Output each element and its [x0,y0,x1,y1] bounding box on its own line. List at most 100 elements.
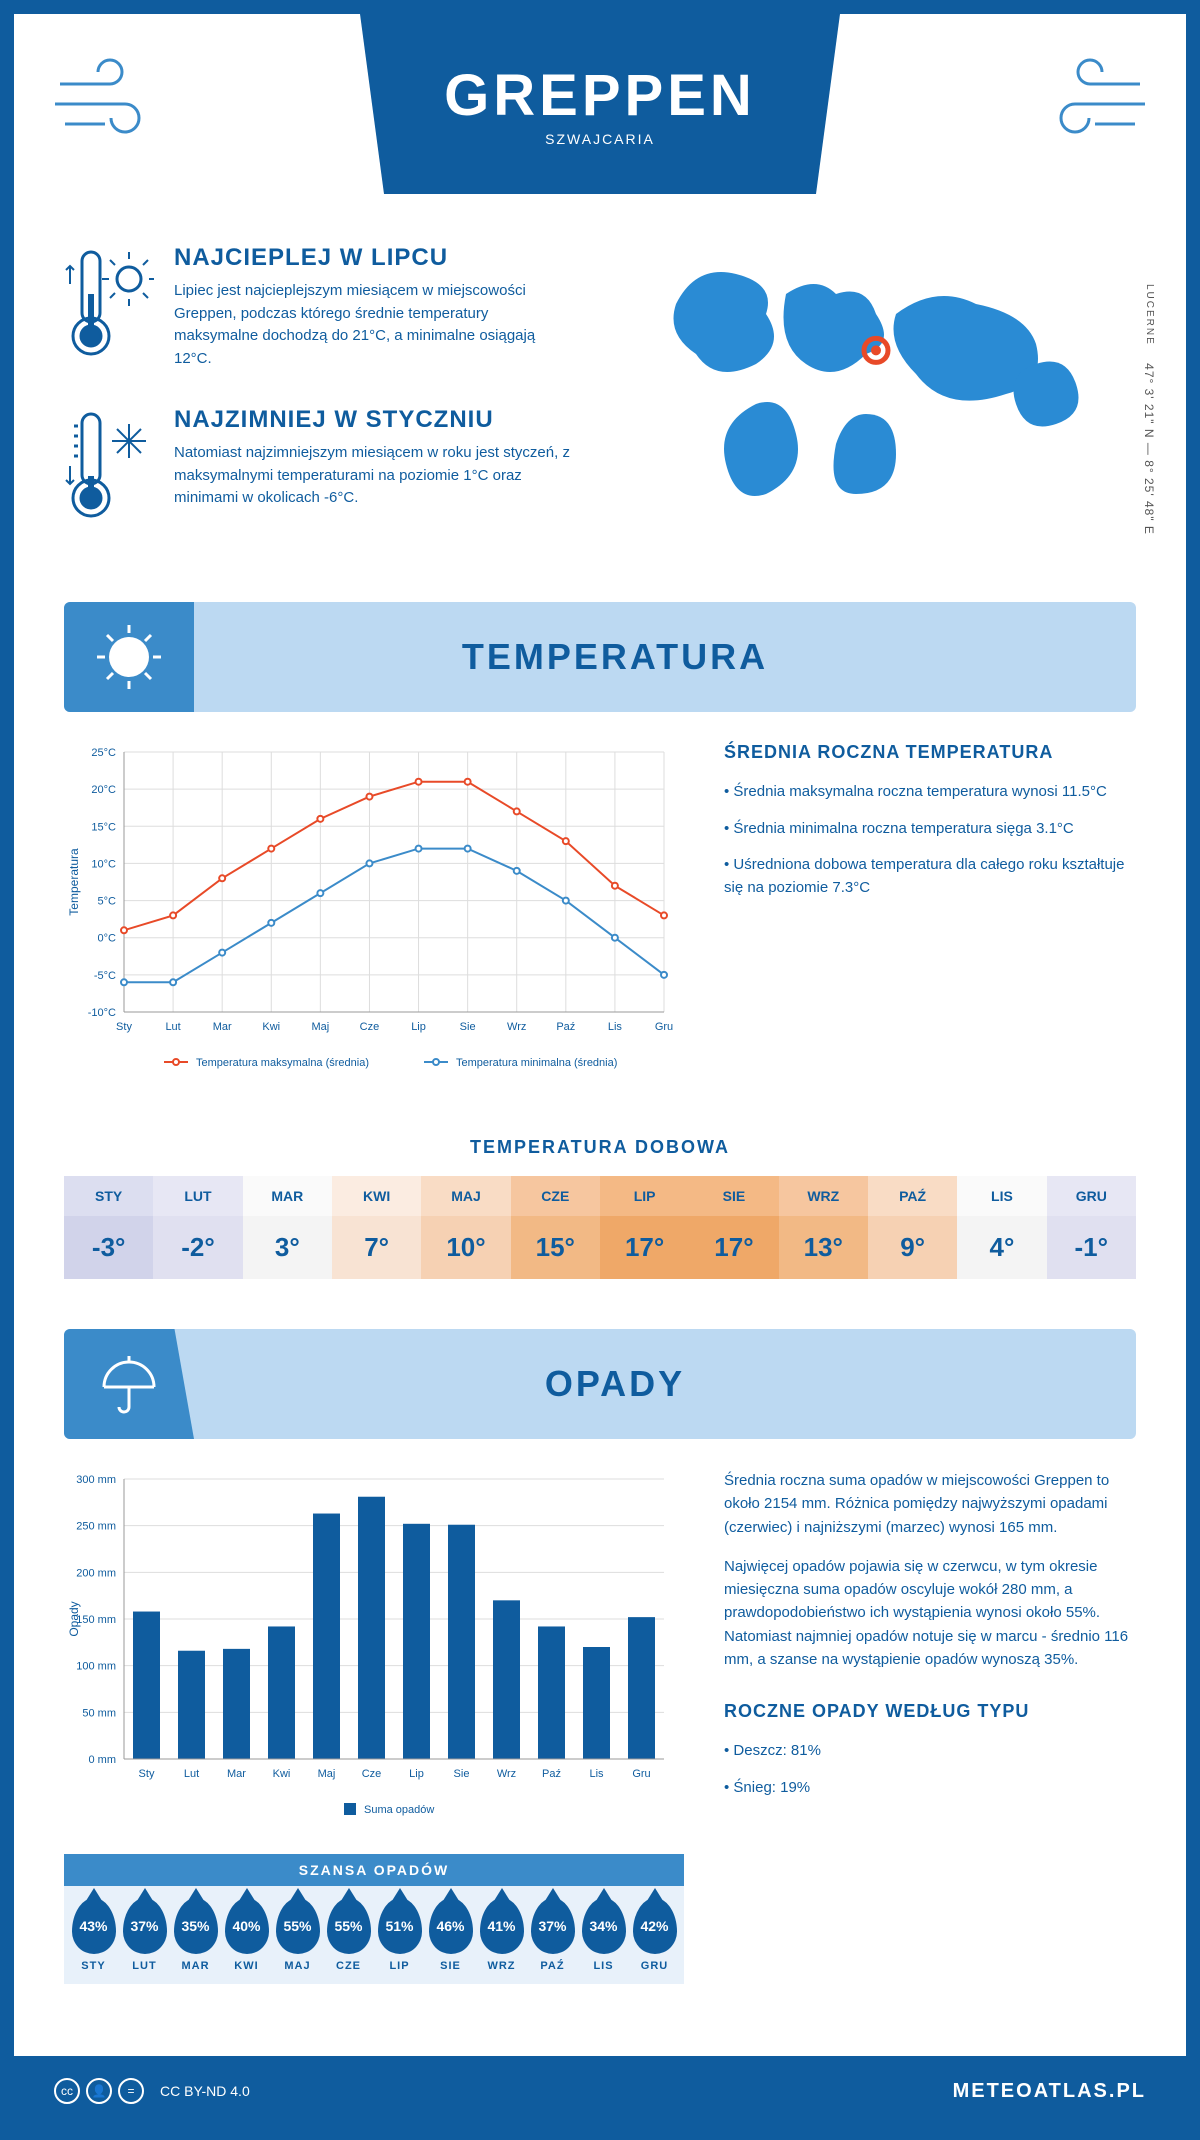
temp-table-value: 17° [689,1216,778,1279]
page-title: GREPPEN [444,62,756,129]
svg-text:Paź: Paź [542,1768,561,1780]
chance-month: MAJ [272,1960,323,1972]
svg-text:Temperatura: Temperatura [67,848,81,916]
temp-table-month: STY [64,1176,153,1216]
chance-cell: 43% STY [68,1898,119,1972]
chance-cell: 55% MAJ [272,1898,323,1972]
svg-text:Suma opadów: Suma opadów [364,1804,434,1816]
temp-table-cell: STY-3° [64,1176,153,1279]
coldest-block: NAJZIMNIEJ W STYCZNIU Natomiast najzimni… [64,406,576,526]
title-ribbon: GREPPEN SZWAJCARIA [360,14,840,194]
temp-table-cell: WRZ13° [779,1176,868,1279]
temperature-row: -10°C-5°C0°C5°C10°C15°C20°C25°CStyLutMar… [14,742,1186,1127]
chance-cell: 34%LIS [578,1898,629,1972]
coldest-text: Natomiast najzimniejszym miesiącem w rok… [174,442,576,510]
thermometer-hot-icon [64,244,154,364]
annual-temp-title: ŚREDNIA ROCZNA TEMPERATURA [724,742,1136,763]
chance-month: STY [68,1960,119,1972]
svg-text:300 mm: 300 mm [76,1474,116,1486]
chance-cell: 35%MAR [170,1898,221,1972]
precip-chance-box: SZANSA OPADÓW 43%STY37%LUT35%MAR40%KWI55… [64,1854,684,1984]
temp-table-cell: MAJ10° [421,1176,510,1279]
temperature-chart: -10°C-5°C0°C5°C10°C15°C20°C25°CStyLutMar… [64,742,684,1082]
chance-cell: 42%GRU [629,1898,680,1972]
chance-drop: 41% [480,1898,524,1954]
chance-drop: 55% [276,1898,320,1954]
svg-text:Cze: Cze [360,1021,380,1033]
chance-cell: 37% LUT [119,1898,170,1972]
svg-text:Lut: Lut [184,1768,199,1780]
temp-table-cell: LIP17° [600,1176,689,1279]
svg-text:0 mm: 0 mm [89,1754,117,1766]
umbrella-icon [64,1329,194,1439]
temp-table-value: 17° [600,1216,689,1279]
hottest-block: NAJCIEPLEJ W LIPCU Lipiec jest najcieple… [64,244,576,370]
temp-table-month: LUT [153,1176,242,1216]
svg-text:0°C: 0°C [98,933,117,945]
chance-month: PAŹ [527,1960,578,1972]
intro-section: NAJCIEPLEJ W LIPCU Lipiec jest najcieple… [14,224,1186,602]
chance-cell: 37%PAŹ [527,1898,578,1972]
chance-drop: 43% [72,1898,116,1954]
temp-table-value: 10° [421,1216,510,1279]
temp-table-value: 15° [511,1216,600,1279]
svg-text:Mar: Mar [213,1021,232,1033]
temp-table-cell: GRU-1° [1047,1176,1136,1279]
thermometer-cold-icon [64,406,154,526]
temp-table-cell: MAR3° [243,1176,332,1279]
temperature-stats: ŚREDNIA ROCZNA TEMPERATURA • Średnia mak… [724,742,1136,1087]
precip-para2: Najwięcej opadów pojawia się w czerwcu, … [724,1555,1136,1671]
wind-icon [50,54,170,158]
svg-text:Paź: Paź [556,1021,575,1033]
svg-text:Kwi: Kwi [273,1768,291,1780]
world-map [616,244,1136,524]
hottest-text: Lipiec jest najcieplejszym miesiącem w m… [174,280,576,370]
chance-month: KWI [221,1960,272,1972]
chance-drop: 37% [123,1898,167,1954]
coldest-title: NAJZIMNIEJ W STYCZNIU [174,406,576,434]
temp-table-value: 7° [332,1216,421,1279]
svg-text:Lis: Lis [608,1021,623,1033]
temp-table-value: 9° [868,1216,957,1279]
lon-label: 8° 25' 48" E [1142,460,1156,535]
svg-text:100 mm: 100 mm [76,1661,116,1673]
chance-cell: 55%CZE [323,1898,374,1972]
page-subtitle: SZWAJCARIA [545,131,655,147]
svg-text:Maj: Maj [311,1021,329,1033]
svg-text:Sty: Sty [139,1768,155,1780]
svg-text:-5°C: -5°C [94,970,116,982]
temp-table-month: GRU [1047,1176,1136,1216]
chance-month: LIP [374,1960,425,1972]
chance-month: SIE [425,1960,476,1972]
temperature-banner: TEMPERATURA [64,602,1136,712]
svg-text:25°C: 25°C [91,747,116,759]
wind-icon [1030,54,1150,158]
chance-drop: 40% [225,1898,269,1954]
temp-table-value: 13° [779,1216,868,1279]
annual-temp-bullet: • Średnia maksymalna roczna temperatura … [724,781,1136,804]
precip-type-title: ROCZNE OPADY WEDŁUG TYPU [724,1701,1136,1722]
footer: cc 👤 = CC BY-ND 4.0 METEOATLAS.PL [14,2056,1186,2126]
svg-text:Lis: Lis [589,1768,604,1780]
temp-table-month: MAJ [421,1176,510,1216]
svg-text:5°C: 5°C [98,896,117,908]
svg-text:50 mm: 50 mm [82,1707,116,1719]
temp-table-value: 4° [957,1216,1046,1279]
temp-table-month: MAR [243,1176,332,1216]
svg-text:Lip: Lip [411,1021,426,1033]
precip-chance-title: SZANSA OPADÓW [64,1854,684,1886]
svg-text:15°C: 15°C [91,821,116,833]
chance-month: LUT [119,1960,170,1972]
daily-temp-title: TEMPERATURA DOBOWA [14,1137,1186,1158]
temp-table-month: LIP [600,1176,689,1216]
coordinates: LUCERNE 47° 3' 21" N — 8° 25' 48" E [1142,284,1156,535]
temp-table-value: -2° [153,1216,242,1279]
hottest-title: NAJCIEPLEJ W LIPCU [174,244,576,272]
temp-table-cell: KWI7° [332,1176,421,1279]
temp-table-month: WRZ [779,1176,868,1216]
svg-text:Lut: Lut [165,1021,180,1033]
precip-stats: Średnia roczna suma opadów w miejscowośc… [724,1469,1136,1984]
cc-icon: cc [54,2078,80,2104]
svg-text:Kwi: Kwi [262,1021,280,1033]
temp-table-cell: LIS4° [957,1176,1046,1279]
